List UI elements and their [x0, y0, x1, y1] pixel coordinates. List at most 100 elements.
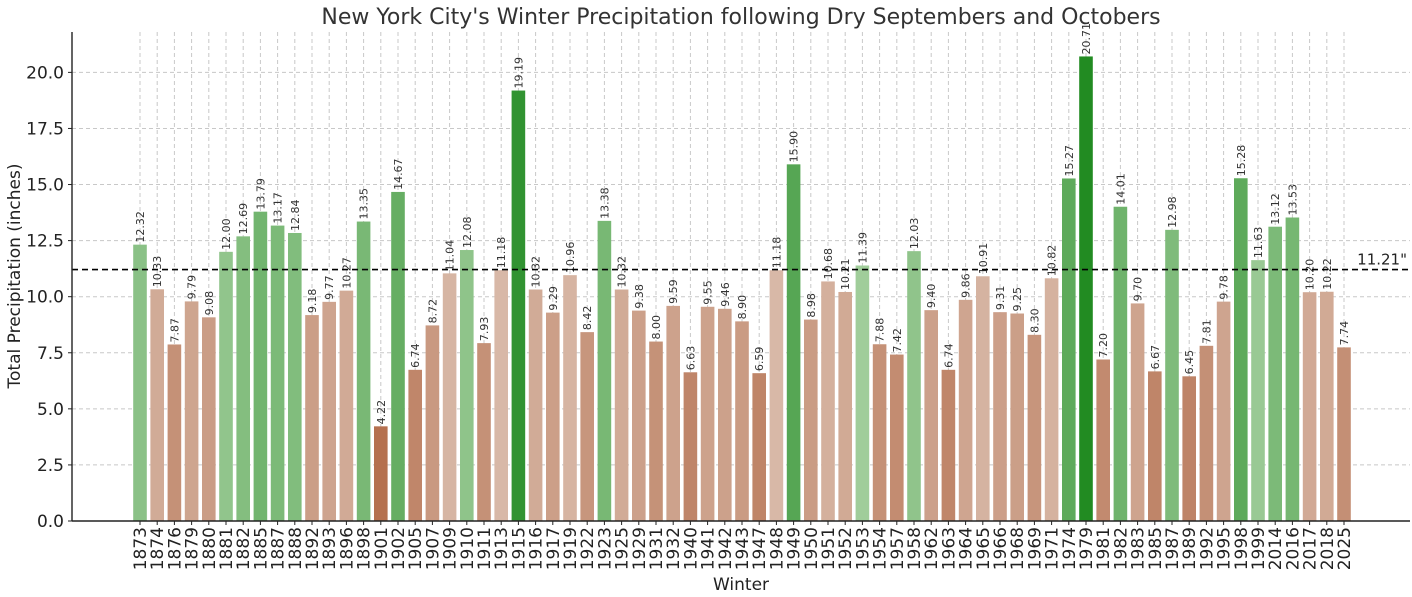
x-tick-label: 1998 — [1232, 527, 1252, 570]
bar-1998 — [1234, 178, 1248, 521]
bar-value-label: 10.82 — [1046, 245, 1059, 277]
bar-value-label: 10.22 — [1321, 258, 1334, 290]
bar-value-label: 12.84 — [289, 199, 302, 231]
x-tick-label: 1952 — [836, 527, 856, 570]
bar-value-label: 14.67 — [392, 158, 405, 190]
x-tick-label: 1965 — [974, 527, 994, 570]
bar-1989 — [1182, 376, 1196, 521]
bar-1971 — [1044, 278, 1059, 521]
x-tick-label: 1913 — [492, 527, 512, 570]
bar-value-label: 6.59 — [753, 347, 766, 372]
bar-1995 — [1216, 301, 1231, 521]
y-tick-label: 15.0 — [26, 176, 64, 196]
bar-value-label: 9.77 — [323, 275, 336, 300]
bar-value-label: 13.35 — [358, 188, 371, 220]
bar-1949 — [786, 164, 801, 521]
bar-value-label: 12.98 — [1166, 196, 1179, 228]
bar-1887 — [270, 225, 285, 522]
bar-value-label: 9.25 — [1011, 287, 1024, 312]
bar-1882 — [236, 236, 250, 522]
x-tick-label: 1902 — [389, 527, 409, 570]
chart-title: New York City's Winter Precipitation fol… — [321, 5, 1160, 30]
bar-1965 — [976, 276, 990, 521]
bar-value-label: 9.31 — [994, 286, 1007, 311]
bar-value-label: 10.68 — [822, 248, 835, 280]
bar-value-label: 12.03 — [908, 218, 921, 250]
bar-1907 — [425, 325, 440, 521]
bar-1932 — [666, 305, 680, 521]
bar-value-label: 10.21 — [839, 258, 852, 290]
bar-value-label: 9.79 — [186, 275, 199, 300]
x-tick-label: 1919 — [561, 527, 581, 570]
x-tick-label: 1953 — [853, 527, 873, 570]
bar-value-label: 9.70 — [1132, 277, 1145, 302]
bar-value-label: 9.78 — [1218, 275, 1231, 300]
bar-1953 — [855, 265, 870, 521]
bar-value-label: 10.32 — [616, 256, 629, 288]
bar-1885 — [253, 211, 268, 521]
bar-value-label: 10.20 — [1304, 259, 1317, 291]
bar-value-label: 13.38 — [598, 187, 611, 219]
bar-1964 — [958, 299, 973, 521]
bar-value-label: 10.91 — [977, 243, 990, 275]
x-tick-label: 1892 — [303, 527, 323, 570]
bar-2017 — [1302, 292, 1317, 521]
bar-1957 — [890, 354, 904, 521]
bar-value-label: 13.53 — [1286, 184, 1299, 216]
bar-1969 — [1027, 334, 1042, 521]
bar-1910 — [460, 250, 474, 521]
bar-value-label: 10.96 — [564, 242, 577, 274]
bar-value-label: 6.74 — [409, 343, 422, 368]
x-tick-label: 1917 — [544, 527, 564, 570]
y-tick-label: 17.5 — [26, 119, 64, 139]
bar-value-label: 7.74 — [1338, 321, 1351, 346]
bar-1893 — [322, 301, 336, 521]
x-tick-label: 1971 — [1043, 527, 1063, 570]
bar-1992 — [1199, 345, 1214, 521]
x-tick-label: 1941 — [699, 527, 719, 570]
y-tick-label: 5.0 — [37, 400, 64, 420]
x-tick-label: 1888 — [286, 527, 306, 570]
x-tick-label: 1995 — [1215, 527, 1235, 570]
x-tick-label: 1979 — [1077, 527, 1097, 570]
bar-1981 — [1096, 359, 1110, 521]
bar-2018 — [1320, 291, 1334, 521]
x-tick-label: 1909 — [441, 527, 461, 570]
x-tick-label: 1947 — [750, 527, 770, 570]
bar-1922 — [580, 332, 594, 521]
y-tick-label: 10.0 — [26, 288, 64, 308]
x-tick-label: 1943 — [733, 527, 753, 570]
x-tick-label: 1948 — [767, 527, 787, 570]
bar-value-label: 9.40 — [925, 284, 938, 309]
x-tick-label: 1932 — [664, 527, 684, 570]
x-tick-label: 1880 — [200, 527, 220, 570]
bar-value-label: 10.32 — [530, 256, 543, 288]
x-tick-label: 1874 — [148, 527, 168, 570]
x-tick-label: 1931 — [647, 527, 667, 570]
bar-value-label: 9.18 — [306, 289, 319, 314]
y-tick-label: 7.5 — [37, 344, 64, 364]
bar-value-label: 12.32 — [134, 211, 147, 243]
x-tick-label: 1949 — [785, 527, 805, 570]
bar-value-label: 13.12 — [1269, 193, 1282, 225]
bar-value-label: 13.79 — [254, 178, 267, 210]
bar-1876 — [167, 344, 182, 521]
bar-1916 — [528, 289, 543, 521]
bar-value-label: 11.04 — [444, 240, 457, 272]
x-tick-label: 1963 — [939, 527, 959, 570]
bar-value-label: 11.18 — [770, 237, 783, 269]
x-tick-label: 1966 — [991, 527, 1011, 570]
x-tick-label: 1962 — [922, 527, 942, 570]
bar-1923 — [597, 220, 612, 521]
bar-1983 — [1130, 303, 1145, 521]
bar-value-label: 19.19 — [512, 57, 525, 89]
bar-value-label: 6.74 — [942, 343, 955, 368]
bar-value-label: 8.72 — [426, 299, 439, 324]
x-tick-label: 1940 — [681, 527, 701, 570]
bar-value-label: 12.69 — [237, 203, 250, 235]
bar-value-label: 6.45 — [1183, 350, 1196, 375]
bar-2014 — [1268, 226, 1282, 521]
bar-value-label: 7.20 — [1097, 333, 1110, 358]
x-tick-label: 2025 — [1335, 527, 1355, 570]
